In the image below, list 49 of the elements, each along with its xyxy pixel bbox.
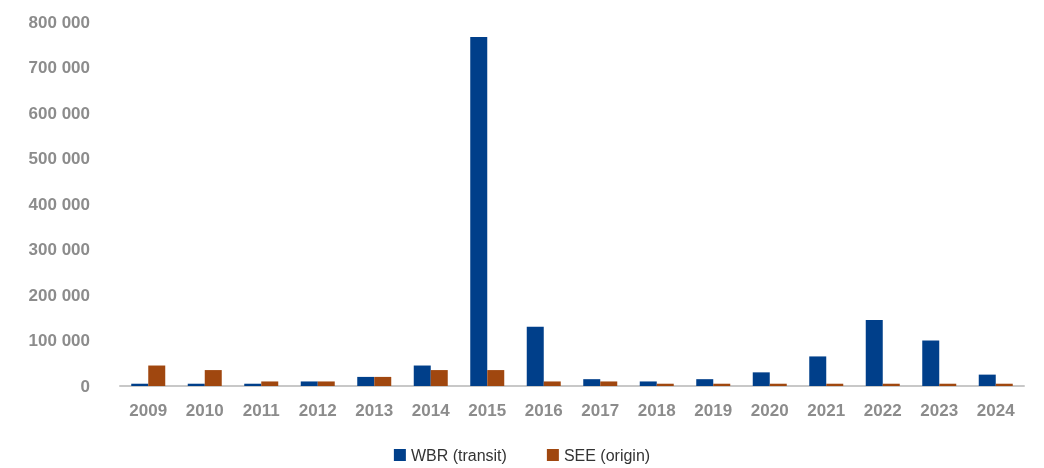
bar [300, 381, 318, 386]
bar [357, 376, 375, 386]
x-tick-label: 2021 [807, 401, 846, 420]
bar [600, 381, 618, 386]
bar [809, 356, 827, 386]
x-tick-label: 2012 [298, 401, 337, 420]
bar [487, 370, 505, 386]
x-tick-label: 2010 [185, 401, 224, 420]
y-tick-label: 200 000 [28, 285, 90, 305]
x-tick-label: 2015 [468, 401, 507, 420]
legend-label: WBR (transit) [410, 446, 507, 464]
bar [261, 381, 279, 386]
bar [374, 376, 392, 386]
bar [583, 379, 601, 386]
y-tick-label: 400 000 [28, 194, 90, 214]
bar [470, 37, 488, 386]
x-tick-label: 2017 [581, 401, 620, 420]
x-tick-label: 2023 [920, 401, 959, 420]
y-tick-label: 800 000 [28, 12, 90, 32]
x-tick-label: 2024 [976, 401, 1016, 420]
x-tick-label: 2009 [129, 401, 168, 420]
bar [430, 370, 448, 386]
x-tick-label: 2014 [411, 401, 451, 420]
y-tick-label: 100 000 [28, 331, 90, 350]
bar [752, 372, 770, 386]
y-tick-label: 0 [80, 376, 90, 396]
legend-label: SEE (origin) [563, 446, 651, 464]
y-tick-label: 700 000 [28, 58, 90, 77]
y-tick-label: 300 000 [28, 240, 90, 259]
y-tick-label: 600 000 [28, 103, 90, 123]
bar [978, 374, 996, 386]
y-tick-label: 500 000 [28, 149, 90, 168]
x-tick-label: 2016 [524, 401, 563, 420]
bar [865, 320, 883, 386]
x-tick-label: 2011 [242, 401, 280, 420]
bar [317, 381, 335, 386]
x-tick-label: 2019 [694, 401, 733, 420]
bar [148, 365, 166, 386]
bar [204, 370, 222, 386]
x-tick-label: 2020 [750, 401, 789, 420]
bar [639, 381, 657, 386]
bar [526, 326, 544, 386]
x-tick-label: 2013 [355, 401, 394, 420]
bar [922, 340, 940, 386]
bar [696, 379, 714, 386]
bar [543, 381, 561, 386]
bar [413, 365, 431, 386]
x-tick-label: 2022 [863, 401, 902, 420]
x-tick-label: 2018 [637, 401, 676, 420]
